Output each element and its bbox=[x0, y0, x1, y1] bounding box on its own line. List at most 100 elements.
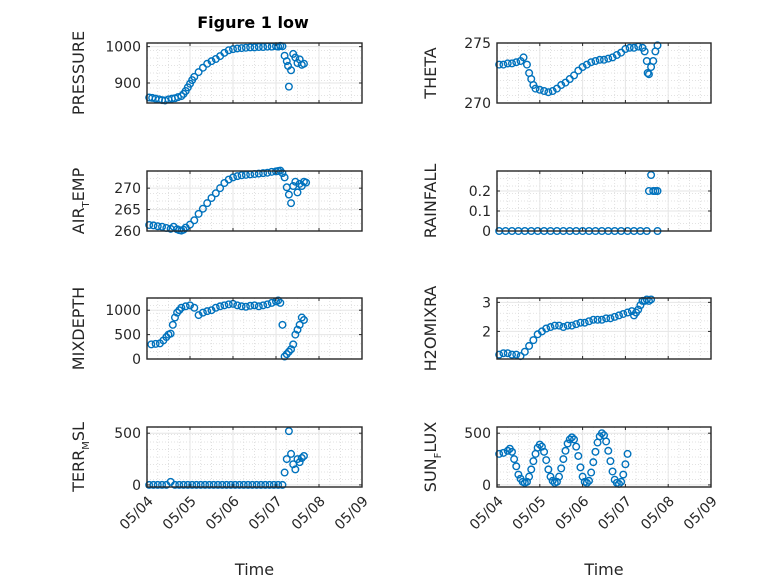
data-point bbox=[576, 463, 585, 472]
data-point bbox=[591, 57, 600, 66]
data-point bbox=[522, 60, 531, 69]
data-point bbox=[218, 480, 227, 489]
data-point bbox=[589, 315, 598, 324]
data-point bbox=[287, 66, 296, 75]
y-tick-label: 1000 bbox=[105, 40, 141, 56]
data-point bbox=[559, 323, 568, 332]
data-point bbox=[278, 480, 287, 489]
data-point bbox=[299, 59, 308, 68]
data-point bbox=[239, 480, 248, 489]
axes-box bbox=[496, 42, 712, 104]
data-point bbox=[604, 54, 613, 63]
data-point bbox=[563, 439, 572, 448]
data-point bbox=[519, 53, 528, 62]
data-point bbox=[211, 303, 220, 312]
data-point bbox=[649, 57, 658, 66]
data-point bbox=[280, 173, 289, 182]
data-point bbox=[597, 429, 606, 438]
data-point bbox=[619, 309, 628, 318]
y-tick-label: 1000 bbox=[105, 303, 141, 319]
data-point bbox=[647, 295, 656, 304]
data-point bbox=[241, 302, 250, 311]
data-point bbox=[287, 199, 296, 208]
data-point bbox=[600, 55, 609, 64]
y-tick-label: 2 bbox=[482, 324, 491, 340]
data-point bbox=[570, 435, 579, 444]
data-point bbox=[623, 449, 632, 458]
data-point bbox=[175, 480, 184, 489]
data-point bbox=[512, 350, 521, 359]
data-point bbox=[224, 46, 233, 55]
data-point bbox=[563, 321, 572, 330]
data-point bbox=[602, 314, 611, 323]
data-series bbox=[145, 41, 308, 105]
data-point bbox=[557, 80, 566, 89]
data-point bbox=[190, 303, 199, 312]
axes-box bbox=[496, 426, 712, 488]
data-point bbox=[555, 321, 564, 330]
data-point bbox=[295, 320, 304, 329]
data-point bbox=[224, 175, 233, 184]
data-point bbox=[531, 84, 540, 93]
y-tick-label: 270 bbox=[114, 181, 141, 197]
data-point bbox=[567, 433, 576, 442]
data-point bbox=[291, 465, 300, 474]
data-point bbox=[282, 57, 291, 66]
y-tick-label: 0 bbox=[132, 352, 141, 368]
data-point bbox=[546, 323, 555, 332]
data-point bbox=[302, 178, 311, 187]
data-point bbox=[190, 72, 199, 81]
data-point bbox=[250, 301, 259, 310]
y-axis-label: RAINFALL bbox=[421, 164, 440, 239]
data-point bbox=[548, 86, 557, 95]
data-point bbox=[287, 449, 296, 458]
data-point bbox=[256, 480, 265, 489]
data-point bbox=[151, 339, 160, 348]
data-point bbox=[147, 340, 156, 349]
axes-box bbox=[146, 170, 363, 232]
data-point bbox=[542, 456, 551, 465]
data-point bbox=[188, 480, 197, 489]
data-point bbox=[284, 427, 293, 436]
data-point bbox=[604, 446, 613, 455]
data-point bbox=[510, 455, 519, 464]
subplot-air_temp: 260 265 270 AIRTEMP bbox=[69, 166, 363, 240]
data-point bbox=[572, 442, 581, 451]
data-point bbox=[284, 82, 293, 91]
y-axis-label: THETA bbox=[421, 47, 440, 99]
data-point bbox=[495, 350, 504, 359]
data-point bbox=[198, 204, 207, 213]
data-point bbox=[269, 480, 278, 489]
data-point bbox=[623, 308, 632, 317]
data-series bbox=[495, 170, 662, 235]
data-point bbox=[233, 301, 242, 310]
data-point bbox=[284, 190, 293, 199]
data-point bbox=[512, 58, 521, 67]
y-tick-label: 500 bbox=[114, 426, 141, 442]
data-point bbox=[507, 447, 516, 456]
y-tick-label: 265 bbox=[114, 203, 141, 219]
data-point bbox=[591, 447, 600, 456]
data-point bbox=[606, 457, 615, 466]
data-point bbox=[585, 476, 594, 485]
y-tick-label: 260 bbox=[114, 224, 141, 240]
data-point bbox=[203, 307, 212, 316]
data-point bbox=[280, 468, 289, 477]
data-point bbox=[589, 458, 598, 467]
data-point bbox=[252, 480, 261, 489]
figure-title: Figure 1 low bbox=[197, 13, 309, 32]
data-point bbox=[619, 470, 628, 479]
data-point bbox=[149, 221, 158, 230]
data-point bbox=[578, 63, 587, 72]
data-point bbox=[181, 302, 190, 311]
data-point bbox=[606, 314, 615, 323]
x-tick-label: 05/06 bbox=[553, 493, 593, 533]
y-axis-label: AIRTEMP bbox=[69, 167, 92, 234]
subplot-grid: 900 1000 PRESSURE 270 275 THETA 260 265 270 AIRTE… bbox=[69, 31, 721, 579]
data-point bbox=[282, 455, 291, 464]
data-series bbox=[147, 296, 308, 361]
data-point bbox=[503, 446, 512, 455]
data-point bbox=[587, 58, 596, 67]
data-point bbox=[608, 53, 617, 62]
